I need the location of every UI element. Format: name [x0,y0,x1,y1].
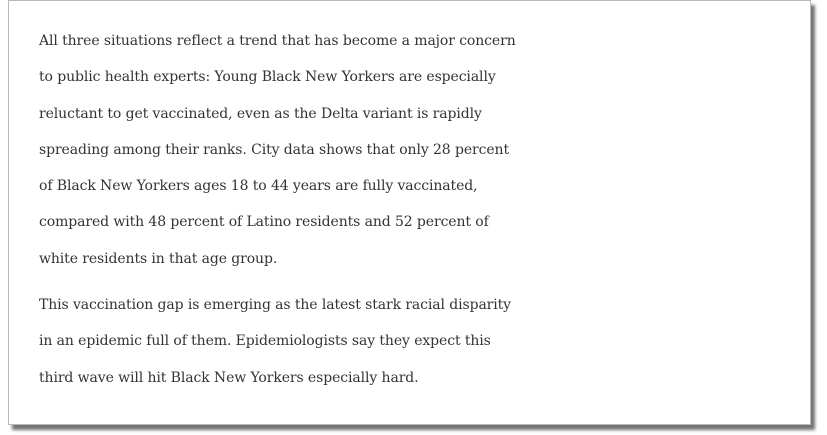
paragraph-1-line-1: All three situations reflect a trend tha… [39,33,516,49]
paragraph-2-line-3: third wave will hit Black New Yorkers es… [39,369,419,386]
paragraph-1-line-4: spreading among their ranks. City data s… [39,141,509,158]
article-paragraph-1: All three situations reflect a trend tha… [39,23,804,277]
paragraph-2-line-1: This vaccination gap is emerging as the … [39,297,511,314]
paragraph-1-line-5: of Black New Yorkers ages 18 to 44 years… [39,178,478,195]
paragraph-2-line-2: in an epidemic full of them. Epidemiolog… [39,333,491,350]
article-paragraph-2: This vaccination gap is emerging as the … [39,287,804,396]
article-excerpt-frame: All three situations reflect a trend tha… [8,0,811,425]
paragraph-1-line-7: white residents in that age group. [39,250,278,267]
paragraph-1-line-3: reluctant to get vaccinated, even as the… [39,105,482,122]
article-body: All three situations reflect a trend tha… [39,23,804,396]
paragraph-1-line-2: to public health experts: Young Black Ne… [39,69,496,86]
paragraph-1-line-6: compared with 48 percent of Latino resid… [39,214,489,231]
